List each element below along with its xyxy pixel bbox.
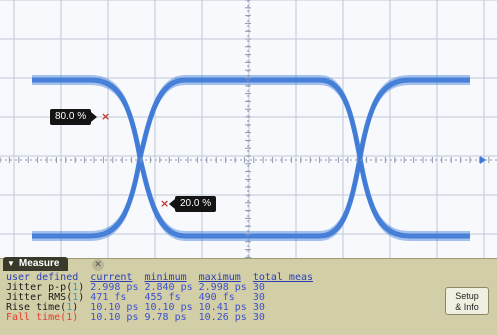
header-total-meas[interactable]: total meas	[252, 272, 314, 283]
channel-number: 1	[66, 302, 73, 313]
current-value: 471 fs	[90, 292, 127, 303]
setup-button-line2: & Info	[455, 302, 479, 312]
total-meas-value: 30	[252, 302, 265, 313]
current-value: 10.10 ps	[90, 312, 139, 323]
header-current[interactable]: current	[90, 272, 133, 283]
eye-trace-falling	[32, 83, 470, 241]
minimum-value: 10.10 ps	[144, 302, 193, 313]
current-value: 10.10 ps	[90, 302, 139, 313]
eye-trace-rising	[32, 77, 470, 239]
setup-info-button[interactable]: Setup & Info	[445, 287, 489, 315]
eye-trace-falling	[32, 77, 470, 239]
measurement-row-jitter-rms[interactable]: Jitter RMS(1) 471 fs 455 fs 490 fs 30	[6, 293, 319, 303]
header-minimum[interactable]: minimum	[144, 272, 187, 283]
eye-trace-rising	[32, 83, 470, 241]
channel-number: 1	[72, 292, 79, 303]
channel-number: 1	[72, 282, 79, 293]
eye-diagram-plot	[0, 0, 497, 258]
minimum-value: 455 fs	[144, 292, 181, 303]
total-meas-value: 30	[252, 292, 265, 303]
eye-trace-falling	[32, 81, 470, 239]
measurement-table: user defined current minimum maximum tot…	[6, 273, 319, 323]
eye-trace-rising	[32, 81, 470, 239]
measurement-label: Jitter RMS(1)	[6, 292, 85, 303]
total-meas-value: 30	[252, 312, 265, 323]
measurement-label: Jitter p-p(1)	[6, 282, 85, 293]
eye-traces	[32, 75, 470, 241]
lower-threshold-cross-marker: ×	[160, 197, 170, 210]
maximum-value: 490 fs	[198, 292, 235, 303]
maximum-value: 2.998 ps	[198, 282, 247, 293]
measure-panel-title: Measure	[18, 258, 60, 269]
measurement-header-row: user defined current minimum maximum tot…	[6, 273, 319, 283]
measurement-row-jitter-pp[interactable]: Jitter p-p(1) 2.998 ps 2.840 ps 2.998 ps…	[6, 283, 319, 293]
channel-number: 1	[66, 312, 73, 323]
measurement-row-rise-time[interactable]: Rise time(1) 10.10 ps 10.10 ps 10.41 ps …	[6, 303, 319, 313]
measurement-row-fall-time[interactable]: Fall time(1) 10.10 ps 9.78 ps 10.26 ps 3…	[6, 313, 319, 323]
trigger-level-arrow	[480, 156, 486, 164]
minimum-value: 2.840 ps	[144, 282, 193, 293]
current-value: 2.998 ps	[90, 282, 139, 293]
close-icon[interactable]: ✕	[92, 259, 104, 271]
maximum-value: 10.26 ps	[198, 312, 247, 323]
measurement-label: Fall time(1)	[6, 312, 79, 323]
header-source: user defined	[6, 272, 79, 283]
center-axis-ticks	[0, 0, 497, 258]
measurement-label: Rise time(1)	[6, 302, 79, 313]
total-meas-value: 30	[252, 282, 265, 293]
maximum-value: 10.41 ps	[198, 302, 247, 313]
eye-diagram-display: 80.0 % × 20.0 % ×	[0, 0, 497, 258]
measure-panel-tab[interactable]: ▼ Measure	[3, 257, 68, 271]
lower-threshold-label: 20.0 %	[168, 196, 217, 212]
collapse-chevron-icon[interactable]: ▼	[7, 259, 15, 268]
minimum-value: 9.78 ps	[144, 312, 187, 323]
measure-panel: ▼ Measure ✕ user defined current minimum…	[0, 257, 497, 335]
setup-button-line1: Setup	[455, 291, 479, 301]
upper-threshold-cross-marker: ×	[101, 110, 111, 123]
upper-threshold-label: 80.0 %	[50, 109, 98, 125]
header-maximum[interactable]: maximum	[198, 272, 241, 283]
